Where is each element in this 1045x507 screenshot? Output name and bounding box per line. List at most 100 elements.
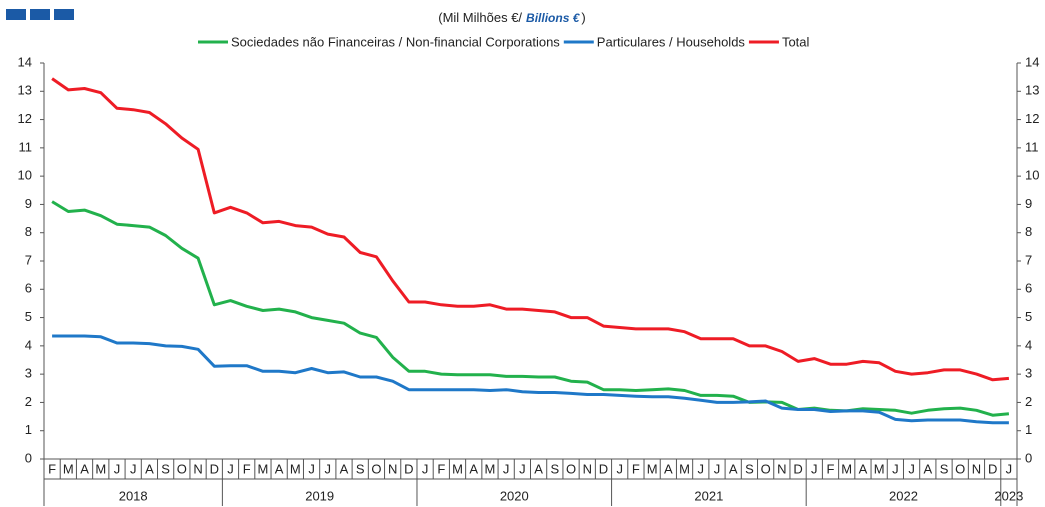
x-tick-label: J [714, 461, 721, 476]
x-tick-label: J [908, 461, 915, 476]
y-tick-label: 10 [18, 168, 32, 183]
x-tick-label: N [388, 461, 397, 476]
x-tick-label: J [1006, 461, 1013, 476]
x-tick-label: F [437, 461, 445, 476]
x-tick-label: J [519, 461, 526, 476]
y-tick-label: 7 [25, 252, 32, 267]
y2-tick-label: 4 [1025, 337, 1032, 352]
x-tick-label: D [599, 461, 608, 476]
x-tick-label: M [485, 461, 496, 476]
x-tick-label: A [275, 461, 284, 476]
title-en: Billions € [526, 11, 581, 25]
y-tick-label: 2 [25, 394, 32, 409]
x-tick-label: A [729, 461, 738, 476]
x-tick-label: F [48, 461, 56, 476]
year-label: 2020 [500, 488, 529, 503]
y-tick-label: 12 [18, 111, 32, 126]
x-tick-label: M [647, 461, 658, 476]
y2-tick-label: 2 [1025, 394, 1032, 409]
x-tick-label: O [566, 461, 576, 476]
x-tick-label: A [923, 461, 932, 476]
x-tick-label: O [761, 461, 771, 476]
chart-title: (Mil Milhões €/ Billions €) [438, 10, 585, 25]
y2-tick-label: 7 [1025, 252, 1032, 267]
legend-label: Sociedades não Financeiras / Non-financi… [231, 34, 560, 49]
x-tick-label: M [452, 461, 463, 476]
x-tick-label: O [177, 461, 187, 476]
y-tick-label: 11 [19, 139, 33, 154]
series-line [51, 77, 1010, 382]
x-tick-label: M [874, 461, 885, 476]
y-tick-label: 5 [25, 309, 32, 324]
y2-tick-label: 1 [1025, 422, 1032, 437]
x-tick-label: S [745, 461, 754, 476]
x-tick-label: J [227, 461, 234, 476]
x-tick-label: N [777, 461, 786, 476]
x-tick-label: A [534, 461, 543, 476]
y-tick-label: 1 [25, 422, 32, 437]
x-tick-label: J [811, 461, 818, 476]
x-tick-label: D [210, 461, 219, 476]
y-tick-label: 13 [18, 83, 32, 98]
x-tick-label: J [892, 461, 899, 476]
y-tick-label: 3 [25, 366, 32, 381]
x-tick-label: S [161, 461, 170, 476]
x-tick-label: S [356, 461, 365, 476]
y2-tick-label: 9 [1025, 196, 1032, 211]
y2-tick-label: 8 [1025, 224, 1032, 239]
x-tick-label: J [422, 461, 429, 476]
y2-tick-label: 6 [1025, 281, 1032, 296]
x-tick-label: M [63, 461, 74, 476]
logo-block [54, 9, 74, 20]
x-tick-label: S [940, 461, 949, 476]
legend-label: Particulares / Households [597, 34, 746, 49]
x-tick-label: F [243, 461, 251, 476]
x-tick-label: O [371, 461, 381, 476]
x-tick-label: N [583, 461, 592, 476]
y-tick-label: 6 [25, 281, 32, 296]
x-tick-label: D [988, 461, 997, 476]
x-tick-label: M [258, 461, 269, 476]
year-label: 2023 [994, 488, 1023, 503]
x-tick-label: D [793, 461, 802, 476]
x-tick-label: A [340, 461, 349, 476]
x-tick-label: M [679, 461, 690, 476]
y2-tick-label: 10 [1025, 168, 1039, 183]
x-tick-label: J [503, 461, 510, 476]
y2-tick-label: 14 [1025, 54, 1039, 69]
x-tick-label: A [859, 461, 868, 476]
x-tick-label: F [632, 461, 640, 476]
y-tick-label: 8 [25, 224, 32, 239]
x-tick-label: M [841, 461, 852, 476]
x-tick-label: J [308, 461, 315, 476]
y2-tick-label: 12 [1025, 111, 1039, 126]
x-tick-label: J [616, 461, 623, 476]
x-tick-label: F [827, 461, 835, 476]
y-tick-label: 4 [25, 337, 32, 352]
x-tick-label: A [80, 461, 89, 476]
y-tick-label: 9 [25, 196, 32, 211]
x-tick-label: M [95, 461, 106, 476]
year-label: 2019 [305, 488, 334, 503]
x-tick-label: O [955, 461, 965, 476]
year-label: 2021 [694, 488, 723, 503]
year-label: 2018 [119, 488, 148, 503]
logo-block [6, 9, 26, 20]
x-tick-label: J [325, 461, 332, 476]
x-tick-label: J [698, 461, 705, 476]
series-line [52, 334, 1009, 425]
x-tick-label: J [114, 461, 121, 476]
x-tick-label: A [145, 461, 154, 476]
y-tick-label: 0 [25, 450, 32, 465]
title-close: ) [581, 10, 585, 25]
y-tick-label: 14 [18, 54, 32, 69]
y2-tick-label: 13 [1025, 83, 1039, 98]
y2-tick-label: 0 [1025, 450, 1032, 465]
x-tick-label: J [130, 461, 137, 476]
y2-tick-label: 3 [1025, 366, 1032, 381]
x-tick-label: A [664, 461, 673, 476]
x-tick-label: N [193, 461, 202, 476]
logo [6, 9, 74, 20]
y2-tick-label: 11 [1025, 139, 1039, 154]
